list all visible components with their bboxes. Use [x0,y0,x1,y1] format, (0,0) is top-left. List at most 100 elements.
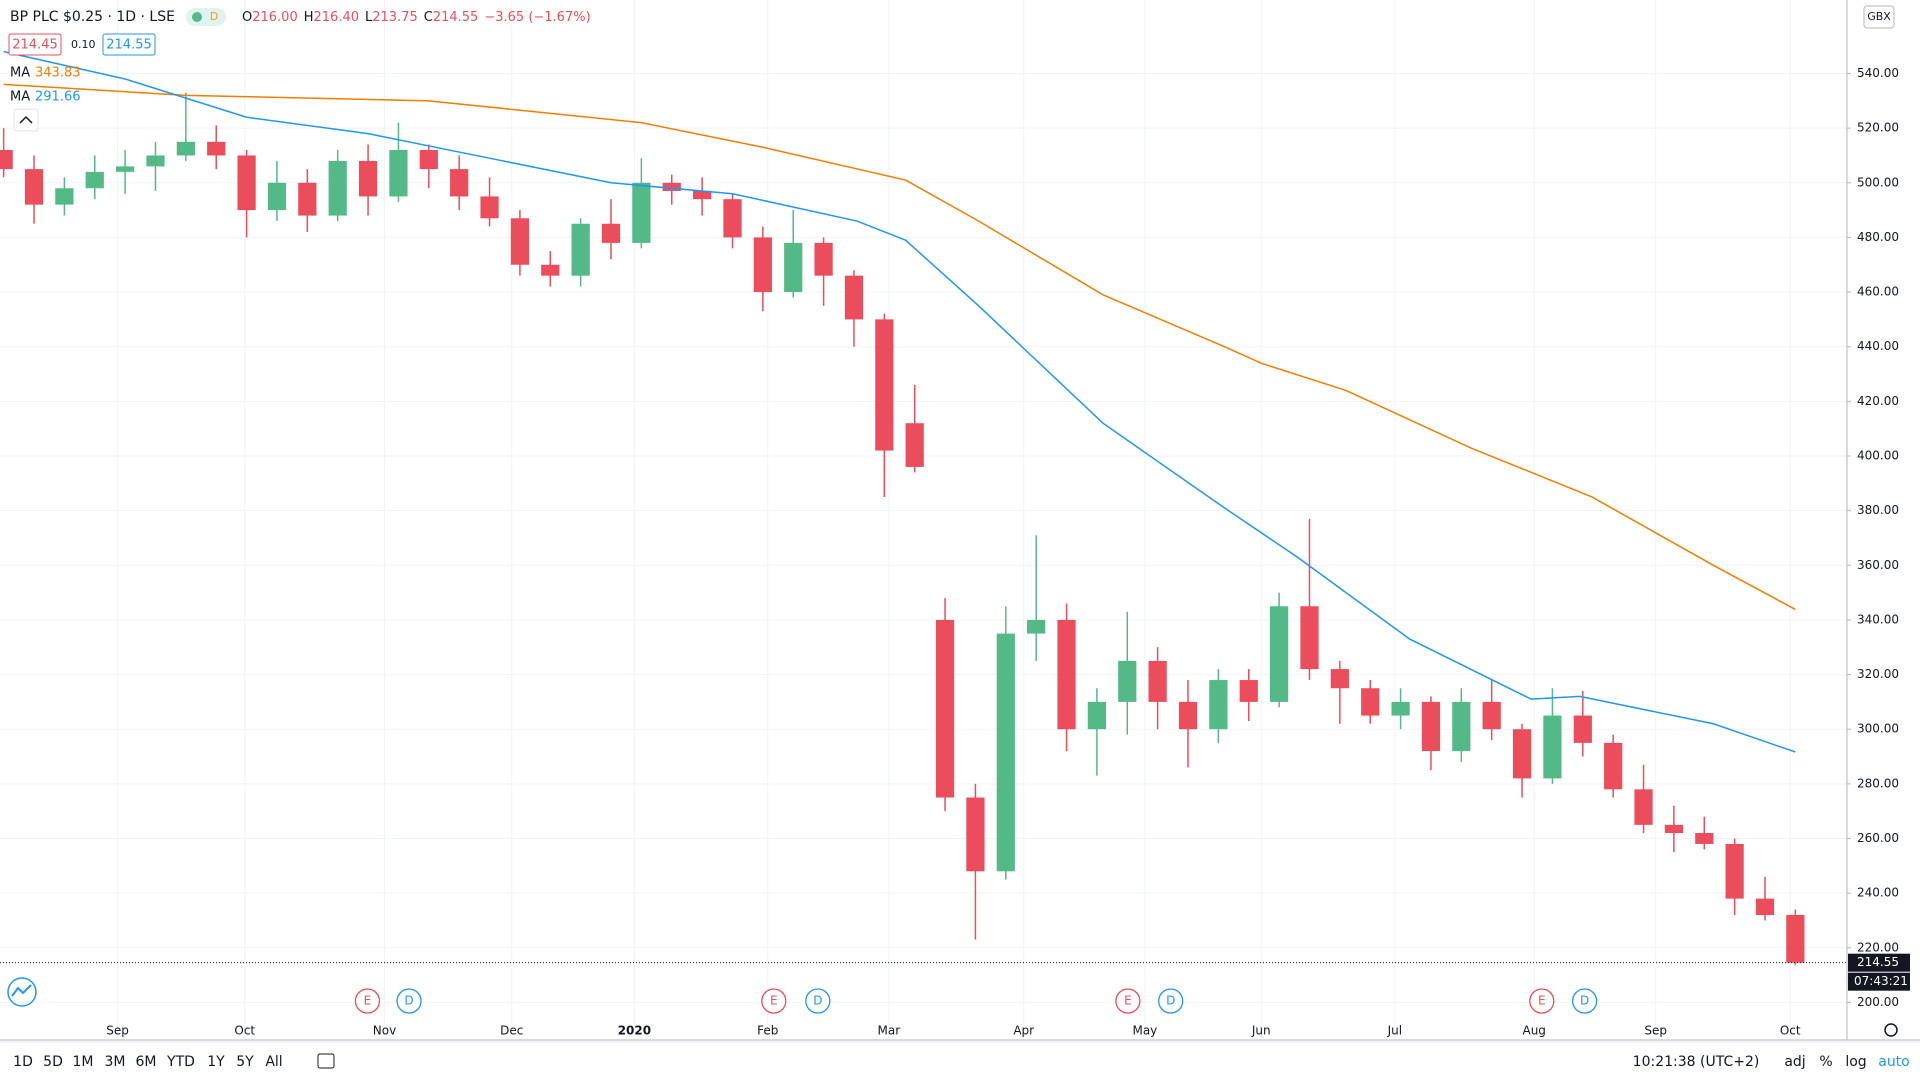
collapse-icon [19,115,33,124]
badge-dot [192,12,202,22]
candle-body [85,171,104,189]
range-button[interactable]: YTD [166,1054,195,1070]
range-button[interactable]: 3M [105,1054,126,1070]
currency-box[interactable] [1863,5,1895,29]
ohlc-key: L [365,10,373,25]
event-marker[interactable] [1115,988,1141,1014]
candle-body [753,237,772,293]
x-tick-label: Sep [1644,1024,1667,1038]
event-label: D [1166,994,1175,1008]
event-marker[interactable] [761,988,787,1014]
x-tick-label: Nov [373,1024,396,1038]
candle-body [358,160,378,197]
candle-body [1148,660,1167,702]
candle-body [298,182,317,216]
candle-body [1573,715,1592,743]
settings-icon[interactable] [1884,1023,1898,1037]
event-marker[interactable] [354,988,381,1014]
candle-body [1391,701,1410,716]
clock: 10:21:38 (UTC+2) [1633,1054,1760,1070]
ma-legend-name: MA [10,90,30,105]
candle-body [1543,715,1562,779]
event-label: E [1124,994,1132,1008]
y-tick-label: 520.00 [1857,121,1899,135]
event-marker[interactable] [1158,988,1184,1014]
event-marker[interactable] [1571,988,1598,1014]
event-label: D [404,994,413,1008]
ohlc-value: 216.00 [252,10,298,25]
range-button[interactable]: All [265,1054,282,1070]
candle-body [541,264,560,276]
candle-body [571,223,590,276]
x-tick-label: Dec [500,1024,523,1038]
candle-body [1634,789,1653,825]
candle-body [1270,606,1289,702]
candle-body [723,199,742,238]
range-button[interactable]: 6M [136,1054,157,1070]
candle-body [24,169,44,205]
y-tick-label: 200.00 [1857,995,1899,1009]
currency-label: GBX [1867,10,1891,23]
event-marker[interactable] [805,988,831,1014]
candle-body [935,619,955,798]
candle-body [1057,619,1076,730]
range-button[interactable]: 1D [13,1054,33,1070]
candle-body [450,169,469,197]
candle-body [237,155,256,211]
badge-label: D [210,10,218,23]
last-price-marker [1848,953,1910,972]
bid-box[interactable] [8,33,62,56]
candle-body [267,182,287,211]
candle-body [1118,660,1137,702]
y-tick-label: 540.00 [1857,66,1899,80]
ma-legend-value: 343.83 [35,66,81,81]
range-button[interactable]: 1M [73,1054,94,1070]
candle-body [1178,701,1198,730]
option-button[interactable]: log [1845,1054,1866,1070]
option-button[interactable]: % [1819,1054,1832,1070]
option-button[interactable]: auto [1878,1054,1910,1070]
candle-body [1604,742,1623,790]
ohlc-value: 216.40 [314,10,360,25]
candle-body [996,633,1015,872]
y-tick-label: 380.00 [1857,503,1899,517]
range-button[interactable]: 1Y [207,1054,225,1070]
collapse-button[interactable] [13,108,39,132]
candle-body [966,797,985,872]
candle-body [1361,688,1380,716]
candle-body [1482,701,1501,730]
candle-body [1239,680,1258,702]
y-tick-label: 500.00 [1857,175,1899,189]
candle-body [1027,619,1046,634]
candle-body [693,190,712,200]
y-tick-label: 260.00 [1857,831,1899,845]
candle-body [207,141,226,156]
candle-body [389,149,408,197]
y-tick-label: 240.00 [1857,886,1899,900]
range-button[interactable]: 5D [43,1054,63,1070]
ask-label: 214.55 [106,38,152,53]
x-tick-label: Oct [234,1024,255,1038]
candle-body [55,188,74,205]
candle-body [1786,915,1805,963]
event-marker[interactable] [396,988,422,1014]
candle-body [1209,680,1228,730]
y-tick-label: 320.00 [1857,667,1899,681]
candle-body [814,242,833,276]
ohlc-value: 213.75 [372,10,418,25]
candle-body [0,149,13,170]
y-tick-label: 360.00 [1857,558,1899,572]
event-label: E [364,994,372,1008]
candle-body [176,141,195,156]
option-button[interactable]: adj [1784,1054,1805,1070]
y-tick-label: 400.00 [1857,448,1899,462]
event-label: E [1538,994,1546,1008]
range-button[interactable]: 5Y [236,1054,254,1070]
event-marker[interactable] [1529,988,1555,1014]
x-tick-label: Jul [1387,1024,1402,1038]
candle-body [1512,729,1532,779]
screenshot-icon[interactable] [317,1053,335,1069]
ask-box[interactable] [102,33,156,56]
